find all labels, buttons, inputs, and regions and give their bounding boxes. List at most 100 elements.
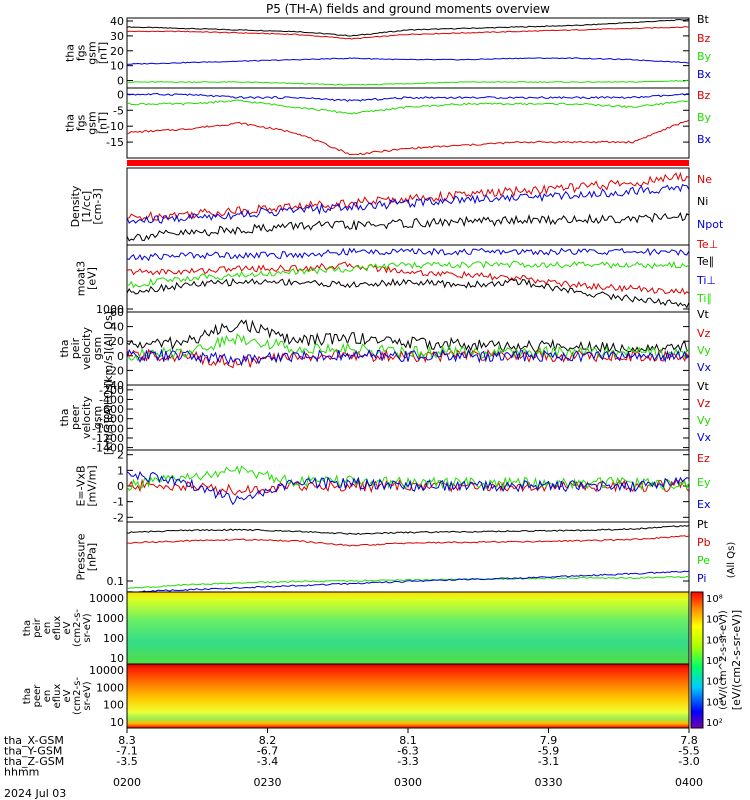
y-tick-label: 0: [117, 75, 124, 88]
colorbar-tick-label: 10⁶: [706, 635, 723, 646]
legend-By: By: [697, 111, 712, 124]
x-tick-label: 0200: [113, 776, 141, 789]
y-axis-label: [nPa]: [86, 543, 99, 571]
ephemeris-value: -3.3: [397, 755, 418, 768]
y-tick-label: 0: [117, 480, 124, 493]
spec-tick-label: 10000: [89, 592, 124, 605]
y-tick-label: -200: [99, 384, 124, 397]
y-tick-label: -1: [113, 496, 124, 509]
series-line-Bx: [126, 57, 689, 65]
y-tick-label: -800: [99, 413, 124, 426]
legend-Ni: Ni: [697, 195, 708, 208]
y-axis-label: fgs: [75, 44, 88, 61]
y-axis-label: [nT]: [97, 42, 110, 64]
series-line-Ti∥: [126, 260, 690, 289]
y-axis-label: peir: [69, 337, 82, 359]
y-axis-label: velocity: [80, 327, 93, 370]
ephemeris-value: -5.5: [678, 745, 699, 758]
y-axis-label: tha: [58, 339, 71, 357]
spec-y-label: eflux: [52, 616, 63, 641]
legend-Ex: Ex: [697, 498, 711, 511]
spec-tick-label: 10: [110, 716, 124, 729]
series-line-Te∥: [126, 277, 690, 309]
legend-Ti⊥: Ti⊥: [696, 274, 716, 287]
y-tick-label: 20: [110, 45, 124, 58]
x-tick-label: 0230: [254, 776, 282, 789]
quality-flag-bar: [127, 160, 689, 166]
series-line-Pe: [126, 575, 690, 590]
series-line-Pt: [126, 525, 690, 535]
spec-y-label: eV: [62, 621, 73, 634]
colorbar-tick-label: 10⁴: [706, 677, 723, 688]
y-axis-label: Pressure: [75, 533, 88, 580]
y-tick-label: -1200: [92, 432, 124, 445]
y-tick-label: 0.1: [107, 575, 125, 588]
ephemeris-value: 7.9: [540, 734, 558, 747]
series-line-By: [126, 99, 690, 115]
legend-Bx: Bx: [697, 133, 712, 146]
legend-Vy: Vy: [697, 414, 711, 427]
y-axis-label: velocity: [80, 396, 93, 439]
series-line-Te⊥: [126, 261, 690, 295]
y-axis-label: E=-VxB: [75, 465, 88, 506]
y-tick-label: 20: [110, 335, 124, 348]
y-axis-label: gsm: [91, 337, 104, 360]
series-line-Bz: [126, 26, 690, 40]
legend-Vx: Vx: [697, 361, 712, 374]
series-line-Ni: [126, 211, 690, 242]
legend-Bz: Bz: [697, 89, 711, 102]
legend-Vt: Vt: [697, 380, 710, 393]
ephemeris-value: -5.9: [538, 745, 559, 758]
y-tick-label: -1400: [92, 442, 124, 455]
y-tick-label: 40: [110, 15, 124, 28]
legend-Ey: Ey: [697, 476, 711, 489]
ephemeris-label: tha_X-GSM: [4, 734, 64, 747]
legend-Pb: Pb: [697, 536, 711, 549]
y-tick-label: 1: [117, 464, 124, 477]
ephemeris-value: -6.3: [397, 745, 418, 758]
ephemeris-value: -3.0: [678, 755, 699, 768]
y-tick-label: 2: [117, 449, 124, 462]
y-axis-label: fgs: [75, 114, 88, 131]
y-axis-label: moat3: [75, 261, 88, 297]
ion-energy-spectrogram: [126, 591, 690, 665]
y-tick-label: 60: [110, 306, 124, 319]
legend-Ne: Ne: [697, 173, 712, 186]
legend-Bz: Bz: [697, 32, 711, 45]
x-tick-label: 0400: [675, 776, 703, 789]
date-label: 2024 Jul 03: [4, 787, 66, 800]
ephemeris-label: tha_Y-GSM: [4, 745, 62, 758]
y-axis-label: [eV]: [86, 267, 99, 290]
colorbar-tick-label: 10³: [706, 697, 723, 708]
colorbar-tick-label: 10²: [706, 718, 723, 729]
y-axis-label: gsm: [86, 111, 99, 134]
legend-Pi: Pi: [697, 572, 706, 585]
series-line-Vx: [126, 348, 690, 367]
series-line-Ex: [126, 470, 690, 506]
spec-y-label: sr-eV): [82, 681, 93, 710]
time-axis: 0200 0230 0300 0330 0400: [113, 728, 703, 789]
ephemeris-value: -3.5: [116, 755, 137, 768]
legend-Vx: Vx: [697, 431, 712, 444]
y-tick-label: -2: [113, 511, 124, 524]
ephemeris-value: 8.2: [259, 734, 277, 747]
pressure-note: (All Qs): [726, 542, 737, 579]
ephemeris-value: -3.4: [257, 755, 278, 768]
series-line-Bz: [126, 119, 690, 156]
y-tick-label: 1000: [96, 303, 124, 316]
series-line-Vt: [126, 319, 690, 354]
spec-y-label: eflux: [52, 684, 63, 709]
ephemeris-value: -3.1: [538, 755, 559, 768]
y-axis-label: tha: [58, 408, 71, 426]
spec-y-label: sr-eV): [82, 613, 93, 642]
spec-tick-label: 1000: [96, 612, 124, 625]
y-axis-label: [mV/m]: [86, 465, 99, 506]
y-tick-label: 10: [110, 60, 124, 73]
colorbar-label: [eV/(cm2-s-sr-eV)]: [730, 610, 743, 710]
y-axis-label: Density: [69, 185, 82, 227]
panel-frame-p6: [126, 384, 690, 451]
colorbar-tick-label: 10⁸: [706, 594, 723, 605]
colorbar-tick-label: 10⁷: [706, 615, 723, 626]
spec-y-label: peer: [32, 684, 43, 708]
